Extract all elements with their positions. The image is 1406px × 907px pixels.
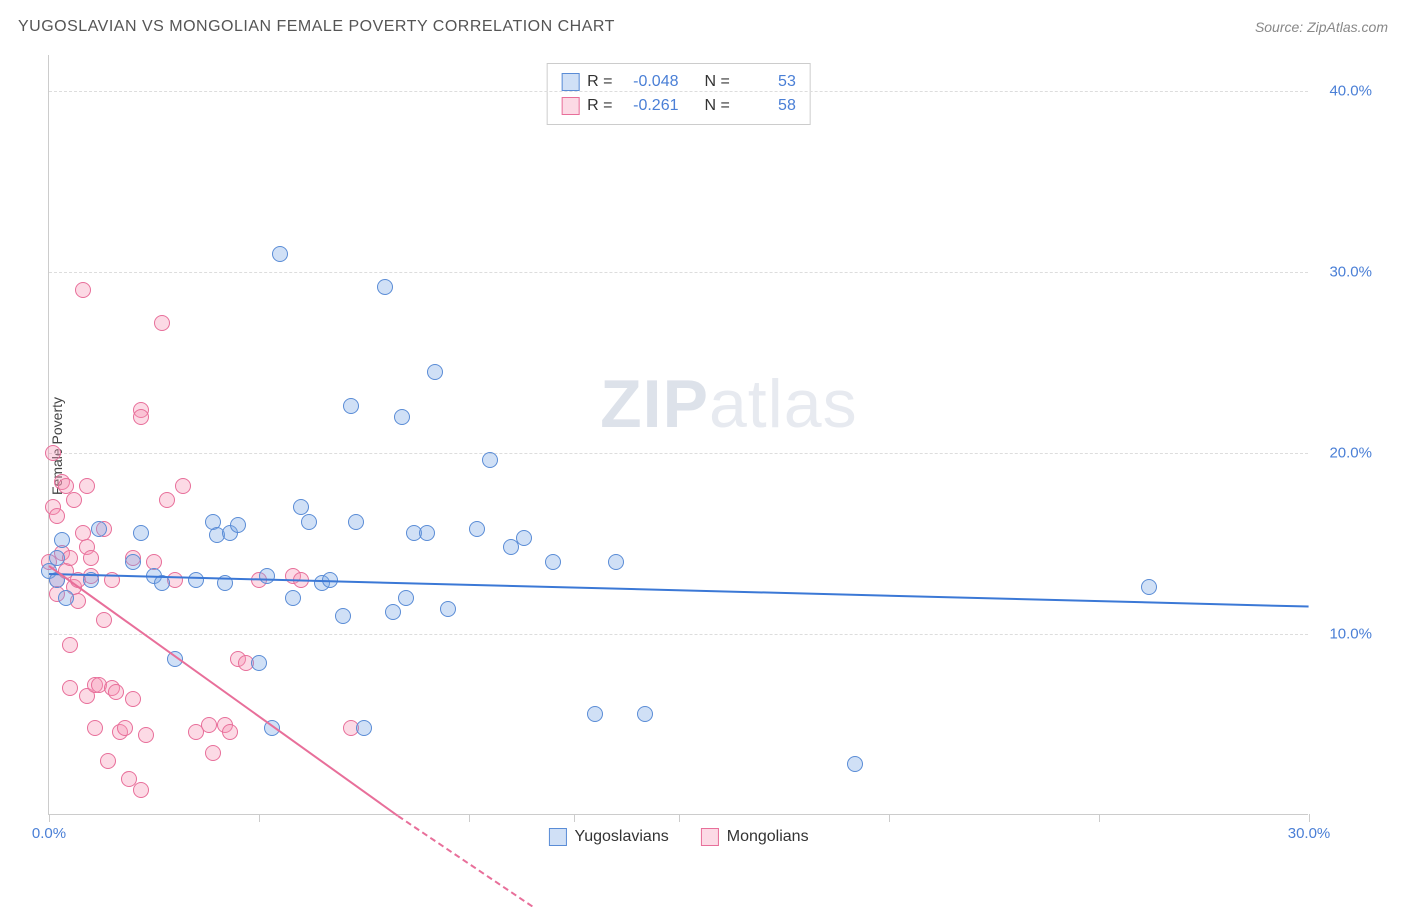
point-mongolians xyxy=(62,637,78,653)
point-mongolians xyxy=(58,478,74,494)
x-tick xyxy=(1309,814,1310,822)
point-yugoslavians xyxy=(348,514,364,530)
point-mongolians xyxy=(100,753,116,769)
legend-row-mongolians: R = -0.261 N = 58 xyxy=(561,94,796,118)
correlation-legend: R = -0.048 N = 53 R = -0.261 N = 58 xyxy=(546,63,811,125)
swatch-mongolians xyxy=(701,828,719,846)
point-yugoslavians xyxy=(637,706,653,722)
point-yugoslavians xyxy=(377,279,393,295)
point-mongolians xyxy=(138,727,154,743)
point-yugoslavians xyxy=(125,554,141,570)
point-yugoslavians xyxy=(91,521,107,537)
scatter-chart: ZIPatlas R = -0.048 N = 53 R = -0.261 N … xyxy=(48,55,1308,815)
legend-item-yugoslavians: Yugoslavians xyxy=(548,828,668,846)
point-mongolians xyxy=(83,550,99,566)
point-yugoslavians xyxy=(133,525,149,541)
point-yugoslavians xyxy=(440,601,456,617)
x-tick xyxy=(1099,814,1100,822)
point-yugoslavians xyxy=(516,530,532,546)
point-mongolians xyxy=(96,612,112,628)
x-tick-label: 0.0% xyxy=(32,825,66,842)
point-yugoslavians xyxy=(54,532,70,548)
point-mongolians xyxy=(79,478,95,494)
x-tick xyxy=(679,814,680,822)
trendline-mongolians-extrap xyxy=(397,815,533,907)
point-yugoslavians xyxy=(259,568,275,584)
point-mongolians xyxy=(201,717,217,733)
point-mongolians xyxy=(49,508,65,524)
point-yugoslavians xyxy=(545,554,561,570)
point-yugoslavians xyxy=(469,521,485,537)
point-yugoslavians xyxy=(587,706,603,722)
series-legend: Yugoslavians Mongolians xyxy=(548,828,808,846)
point-yugoslavians xyxy=(398,590,414,606)
point-yugoslavians xyxy=(285,590,301,606)
swatch-yugoslavians xyxy=(561,73,579,91)
point-yugoslavians xyxy=(335,608,351,624)
point-yugoslavians xyxy=(356,720,372,736)
gridline xyxy=(49,634,1308,635)
y-tick-label: 20.0% xyxy=(1316,445,1372,462)
point-mongolians xyxy=(175,478,191,494)
point-mongolians xyxy=(205,745,221,761)
point-mongolians xyxy=(62,680,78,696)
point-mongolians xyxy=(159,492,175,508)
point-mongolians xyxy=(75,282,91,298)
chart-source: Source: ZipAtlas.com xyxy=(1255,19,1388,35)
point-mongolians xyxy=(87,720,103,736)
swatch-yugoslavians xyxy=(548,828,566,846)
gridline xyxy=(49,453,1308,454)
point-yugoslavians xyxy=(301,514,317,530)
legend-item-mongolians: Mongolians xyxy=(701,828,809,846)
point-mongolians xyxy=(154,315,170,331)
point-mongolians xyxy=(45,445,61,461)
watermark: ZIPatlas xyxy=(600,365,857,443)
gridline xyxy=(49,272,1308,273)
point-yugoslavians xyxy=(419,525,435,541)
point-yugoslavians xyxy=(49,550,65,566)
point-yugoslavians xyxy=(188,572,204,588)
point-yugoslavians xyxy=(427,364,443,380)
point-mongolians xyxy=(75,525,91,541)
swatch-mongolians xyxy=(561,97,579,115)
point-yugoslavians xyxy=(272,246,288,262)
x-tick xyxy=(259,814,260,822)
gridline xyxy=(49,91,1308,92)
point-mongolians xyxy=(133,409,149,425)
point-mongolians xyxy=(222,724,238,740)
y-tick-label: 30.0% xyxy=(1316,264,1372,281)
y-tick-label: 10.0% xyxy=(1316,626,1372,643)
point-yugoslavians xyxy=(847,756,863,772)
point-yugoslavians xyxy=(394,409,410,425)
point-yugoslavians xyxy=(251,655,267,671)
point-yugoslavians xyxy=(385,604,401,620)
point-mongolians xyxy=(108,684,124,700)
x-tick xyxy=(469,814,470,822)
point-yugoslavians xyxy=(608,554,624,570)
point-yugoslavians xyxy=(58,590,74,606)
point-yugoslavians xyxy=(482,452,498,468)
point-mongolians xyxy=(125,691,141,707)
x-tick xyxy=(49,814,50,822)
x-tick xyxy=(574,814,575,822)
point-yugoslavians xyxy=(1141,579,1157,595)
point-mongolians xyxy=(117,720,133,736)
point-yugoslavians xyxy=(230,517,246,533)
x-tick xyxy=(889,814,890,822)
point-yugoslavians xyxy=(293,499,309,515)
trendline-yugoslavians xyxy=(49,573,1309,608)
y-tick-label: 40.0% xyxy=(1316,83,1372,100)
point-mongolians xyxy=(66,492,82,508)
x-tick-label: 30.0% xyxy=(1288,825,1331,842)
point-mongolians xyxy=(133,782,149,798)
chart-title: YUGOSLAVIAN VS MONGOLIAN FEMALE POVERTY … xyxy=(18,18,615,36)
point-yugoslavians xyxy=(343,398,359,414)
